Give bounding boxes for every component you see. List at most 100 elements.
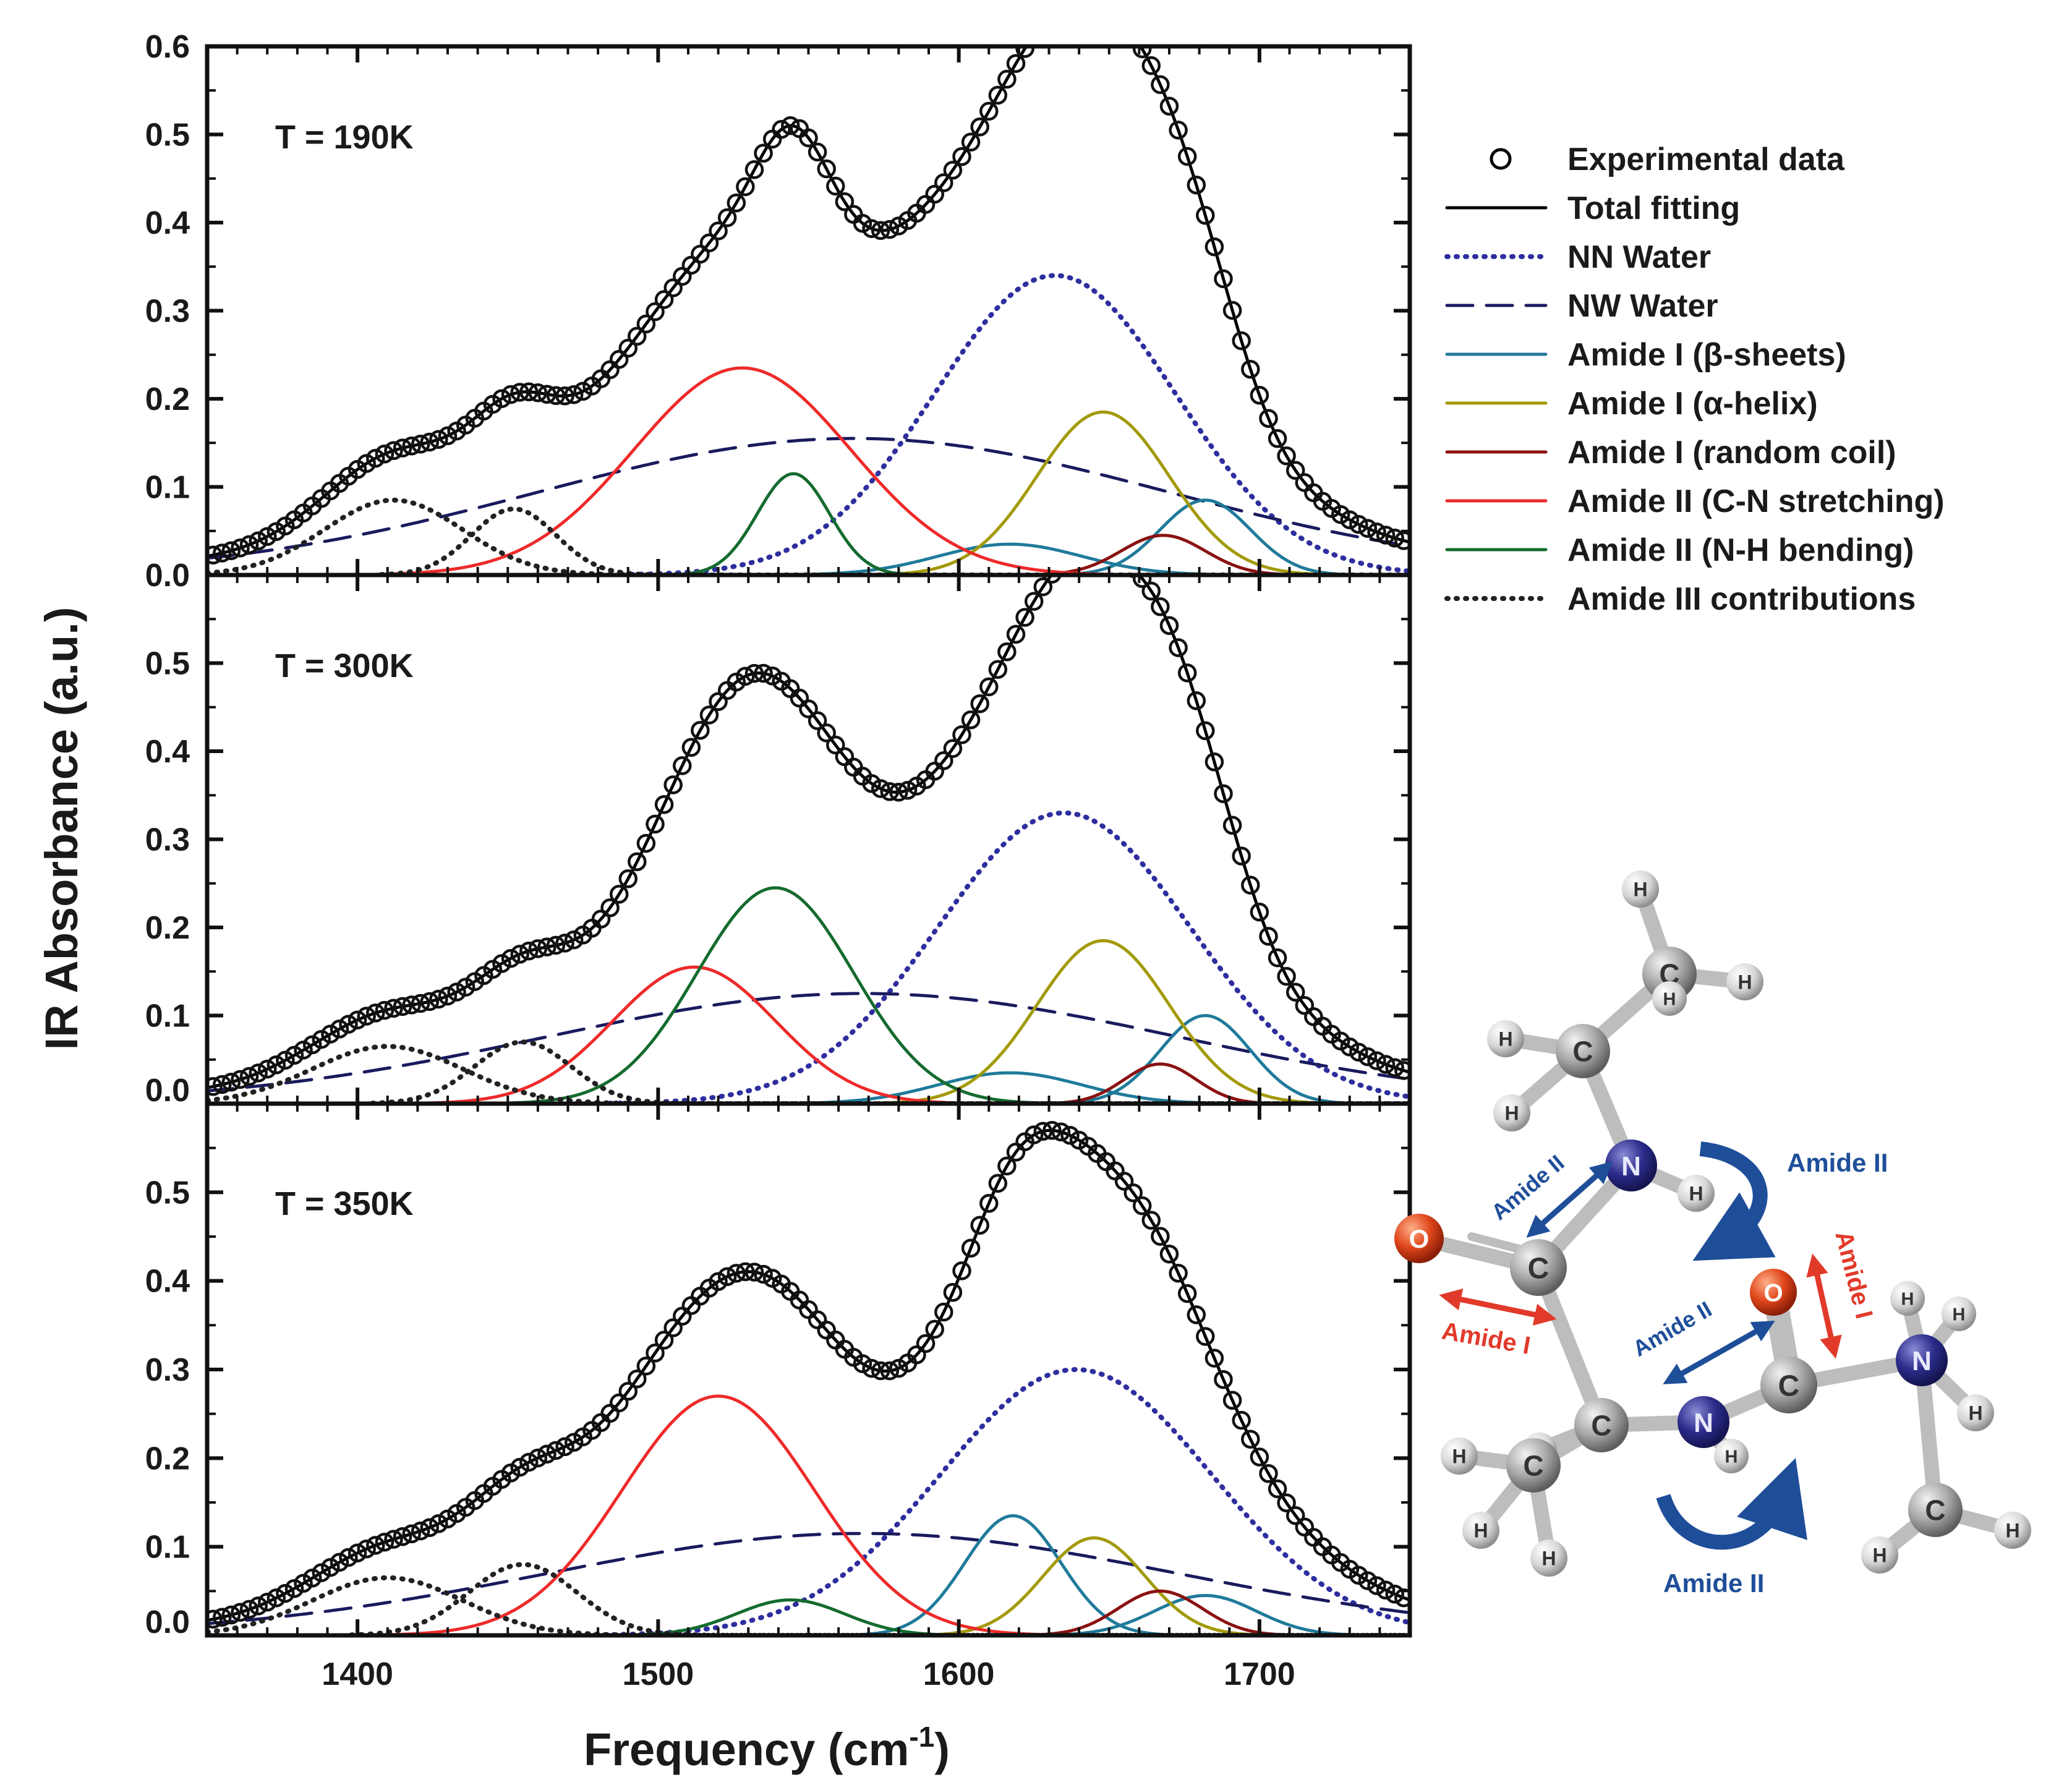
panel-frame bbox=[205, 1101, 1412, 1638]
atom-symbol: H bbox=[1473, 1519, 1488, 1541]
component-curve bbox=[349, 1562, 1410, 1635]
experimental-point bbox=[402, 1524, 421, 1544]
experimental-point bbox=[618, 869, 638, 888]
experimental-point bbox=[221, 1605, 241, 1625]
experimental-point bbox=[1340, 510, 1360, 529]
experimental-point bbox=[1277, 1493, 1296, 1512]
experimental-point bbox=[1132, 1196, 1152, 1216]
atom-symbol: N bbox=[1621, 1151, 1641, 1182]
experimental-point bbox=[1232, 331, 1251, 351]
component-curve bbox=[927, 1536, 1410, 1635]
experimental-point bbox=[1169, 638, 1188, 657]
y-tick-label: 0.1 bbox=[145, 1530, 190, 1566]
hydrogen-atom: H bbox=[1493, 1094, 1530, 1131]
experimental-point bbox=[970, 694, 989, 714]
y-tick-label: 0.0 bbox=[145, 1073, 190, 1109]
y-tick-label: 0.2 bbox=[145, 381, 190, 417]
experimental-point bbox=[1024, 592, 1044, 611]
experimental-point bbox=[673, 266, 692, 286]
legend-item: Total fitting bbox=[1445, 190, 1740, 226]
amide-i-arrow-1 bbox=[1439, 1289, 1557, 1326]
atom-symbol: C bbox=[1778, 1370, 1800, 1402]
experimental-point bbox=[501, 948, 521, 968]
legend-label: NW Water bbox=[1567, 288, 1718, 324]
experimental-point bbox=[438, 986, 458, 1006]
experimental-point bbox=[1250, 1447, 1269, 1467]
x-tick-label: 1500 bbox=[623, 1656, 694, 1692]
experimental-point bbox=[384, 999, 403, 1018]
atom-symbol: N bbox=[1912, 1346, 1932, 1376]
experimental-point bbox=[1367, 1576, 1386, 1595]
experimental-point bbox=[312, 1563, 331, 1582]
experimental-point bbox=[609, 1393, 629, 1413]
experimental-point bbox=[519, 941, 539, 961]
experimental-point bbox=[979, 677, 999, 697]
atom-symbol: H bbox=[1663, 990, 1676, 1010]
panel-2: 0.0 0.1 0.2 0.3 0.4 0.5 T = 300K bbox=[145, 573, 1412, 1109]
experimental-point bbox=[249, 1596, 268, 1616]
experimental-point bbox=[943, 160, 963, 180]
experimental-point bbox=[501, 385, 521, 404]
experimental-point bbox=[1116, 14, 1132, 30]
experimental-point bbox=[1196, 721, 1215, 741]
hydrogen-atom: H bbox=[1441, 1438, 1478, 1475]
panel-temperature-label: T = 190K bbox=[275, 119, 414, 156]
atom-symbol: N bbox=[1694, 1408, 1713, 1438]
atom-symbol: H bbox=[2005, 1519, 2019, 1541]
experimental-point bbox=[709, 221, 728, 241]
y-tick-label: 0.1 bbox=[145, 470, 190, 506]
panel-1-plot-area bbox=[207, 0, 1410, 575]
experimental-point bbox=[510, 1457, 529, 1477]
experimental-point bbox=[258, 1592, 277, 1612]
experimental-point bbox=[420, 1518, 440, 1537]
oxygen-atom: O bbox=[1750, 1269, 1797, 1316]
experimental-point bbox=[1394, 1588, 1410, 1608]
panel-temperature-label: T = 300K bbox=[275, 647, 414, 684]
experimental-point bbox=[1187, 691, 1206, 710]
experimental-point bbox=[492, 954, 511, 973]
y-tick-label: 0.5 bbox=[145, 117, 190, 153]
experimental-point bbox=[1222, 1391, 1242, 1410]
experimental-point bbox=[654, 290, 674, 309]
carbon-atom: C bbox=[1506, 1438, 1561, 1493]
experimental-point bbox=[817, 159, 836, 179]
experimental-point bbox=[510, 383, 529, 402]
experimental-point bbox=[1241, 875, 1260, 895]
hydrogen-atom: H bbox=[1530, 1540, 1567, 1577]
experimental-point bbox=[447, 982, 466, 1002]
component-curve bbox=[207, 992, 1410, 1093]
experimental-point bbox=[546, 935, 566, 955]
experimental-point bbox=[1349, 514, 1368, 534]
experimental-point bbox=[609, 885, 629, 904]
experimental-point bbox=[736, 1262, 755, 1282]
atom-symbol: H bbox=[1872, 1544, 1887, 1566]
experimental-point bbox=[231, 1070, 250, 1089]
experimental-point bbox=[1159, 616, 1179, 635]
experimental-point bbox=[1044, 4, 1060, 20]
experimental-point bbox=[1268, 429, 1287, 448]
experimental-point bbox=[808, 142, 827, 162]
experimental-point bbox=[1204, 752, 1224, 772]
experimental-point bbox=[266, 1588, 286, 1608]
experimental-point bbox=[384, 1530, 403, 1549]
atom-symbol: H bbox=[1633, 878, 1647, 900]
experimental-point bbox=[970, 117, 989, 137]
legend-item: Amide I (random coil) bbox=[1445, 435, 1896, 471]
experimental-point bbox=[772, 120, 791, 139]
experimental-point bbox=[663, 775, 683, 795]
experimental-point bbox=[1177, 663, 1197, 683]
experimental-point bbox=[1089, 0, 1105, 6]
total-fitting-line bbox=[207, 46, 1410, 558]
experimental-point bbox=[231, 1603, 250, 1622]
experimental-point bbox=[1159, 96, 1179, 116]
experimental-point bbox=[754, 143, 773, 163]
y-tick-label: 0.6 bbox=[145, 29, 190, 65]
experimental-point bbox=[1187, 175, 1206, 195]
experimental-point bbox=[1159, 1244, 1179, 1264]
legend-item: Amide I (α-helix) bbox=[1445, 386, 1818, 422]
experimental-point bbox=[1232, 846, 1251, 866]
experimental-point bbox=[1051, 1122, 1071, 1142]
hydrogen-atom: H bbox=[1678, 1175, 1715, 1212]
legend-label: Amide II (C-N stretching) bbox=[1567, 484, 1945, 519]
